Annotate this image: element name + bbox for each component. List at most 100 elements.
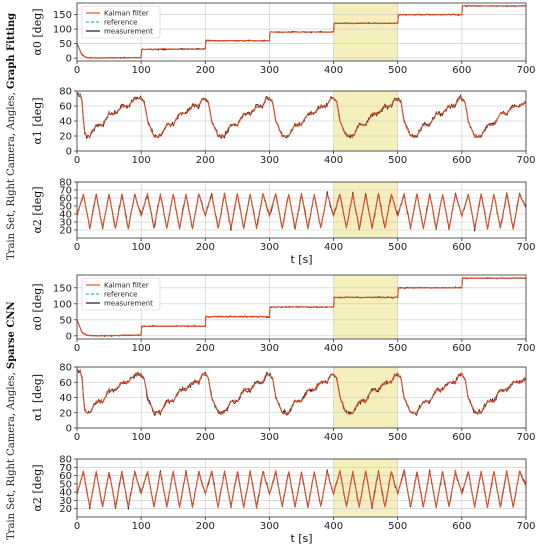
x-tick-label: 100	[132, 242, 151, 253]
highlight-band	[333, 459, 398, 517]
x-tick-label: 600	[452, 65, 471, 76]
x-tick-label: 700	[516, 65, 535, 76]
y-tick-label: 40	[59, 117, 72, 128]
x-tick-label: 200	[196, 65, 215, 76]
y-axis-label: α2 [deg]	[31, 464, 44, 511]
y-tick-label: 70	[59, 463, 72, 474]
series-line-kalman-filter	[77, 93, 526, 139]
y-tick-label: 80	[59, 87, 72, 98]
legend-label-measurement: measurement	[104, 28, 153, 36]
x-tick-label: 400	[324, 155, 343, 166]
x-tick-label: 400	[324, 65, 343, 76]
highlight-band	[333, 3, 398, 61]
y-tick-label: 50	[59, 479, 72, 490]
legend-box	[81, 277, 161, 311]
y-axis-label: α0 [deg]	[31, 283, 44, 330]
y-tick-label: 0	[66, 147, 72, 158]
x-tick-label: 200	[196, 343, 215, 354]
x-tick-label: 700	[516, 155, 535, 166]
highlight-band	[333, 275, 398, 339]
y-axis-label: α1 [deg]	[31, 97, 44, 144]
series-line-kalman-filter	[77, 277, 526, 337]
x-tick-label: 600	[452, 242, 471, 253]
x-tick-label: 500	[388, 432, 407, 443]
x-tick-label: 100	[132, 155, 151, 166]
side-label-method: Sparse CNN	[6, 301, 17, 369]
legend-label-kalman: Kalman filter	[104, 10, 149, 18]
chart-panel-5: 0 100 200 300 400 500 600 700 0 20 40 60 80 α1 [deg]	[31, 363, 536, 444]
legend-label-measurement: measurement	[104, 300, 153, 308]
legend-label-reference: reference	[104, 291, 137, 299]
y-tick-label: 50	[59, 315, 72, 326]
plot-frame	[76, 2, 527, 62]
chart-panel-4: 0 100 200 300 400 500 600 700 0 50 100 150 α0 [deg] K…	[31, 274, 536, 354]
x-tick-label: 400	[324, 343, 343, 354]
y-tick-label: 80	[59, 178, 72, 189]
y-tick-label: 100	[53, 299, 72, 310]
x-tick-label: 100	[132, 521, 151, 532]
x-tick-label: 400	[324, 242, 343, 253]
x-tick-label: 400	[324, 521, 343, 532]
y-tick-label: 80	[59, 363, 72, 374]
x-tick-label: 300	[260, 65, 279, 76]
y-tick-label: 40	[59, 210, 72, 221]
series-line-kalman-filter	[77, 192, 526, 230]
x-tick-label: 500	[388, 155, 407, 166]
y-tick-label: 30	[59, 496, 72, 507]
y-tick-label: 70	[59, 186, 72, 197]
x-tick-label: 600	[452, 432, 471, 443]
y-tick-label: 0	[66, 424, 72, 435]
y-tick-label: 50	[59, 39, 72, 50]
y-tick-label: 100	[53, 25, 72, 36]
x-tick-label: 400	[324, 432, 343, 443]
y-tick-label: 20	[59, 132, 72, 143]
y-tick-label: 60	[59, 194, 72, 205]
side-label-prefix: Train Set, Right Camera, Angles,	[6, 89, 17, 260]
highlight-band	[333, 182, 398, 238]
y-axis-label: α2 [deg]	[31, 186, 44, 233]
x-tick-label: 0	[74, 521, 80, 532]
x-tick-label: 300	[260, 343, 279, 354]
x-tick-label: 0	[74, 343, 80, 354]
x-tick-label: 500	[388, 343, 407, 354]
x-tick-label: 300	[260, 242, 279, 253]
side-label-method: Graph Fitting	[6, 13, 17, 89]
series-line-reference	[77, 370, 526, 414]
chart-panel-2: 0 100 200 300 400 500 600 700 0 20 40 60 80 α1 [deg]	[31, 87, 536, 167]
side-labels: Train Set, Right Camera, Angles, Graph F…	[6, 13, 17, 540]
x-tick-label: 700	[516, 242, 535, 253]
x-tick-label: 700	[516, 343, 535, 354]
x-tick-label: 700	[516, 521, 535, 532]
y-tick-label: 60	[59, 378, 72, 389]
x-tick-label: 200	[196, 242, 215, 253]
y-tick-label: 0	[66, 331, 72, 342]
plot-frame	[76, 458, 527, 518]
y-tick-label: 40	[59, 393, 72, 404]
plot-frame	[76, 181, 527, 239]
y-tick-label: 80	[59, 455, 72, 466]
x-tick-label: 600	[452, 155, 471, 166]
x-tick-label: 0	[74, 65, 80, 76]
y-tick-label: 40	[59, 488, 72, 499]
y-tick-label: 60	[59, 102, 72, 113]
x-tick-label: 100	[132, 343, 151, 354]
y-tick-label: 0	[66, 54, 72, 65]
x-tick-label: 0	[74, 432, 80, 443]
x-tick-label: 500	[388, 65, 407, 76]
y-tick-label: 150	[53, 10, 72, 21]
y-tick-label: 20	[59, 226, 72, 237]
legend-box	[81, 5, 161, 39]
y-tick-label: 20	[59, 408, 72, 419]
x-axis-label: t [s]	[290, 253, 312, 266]
series-line-kalman-filter	[77, 469, 526, 509]
series-line-reference	[77, 469, 526, 508]
x-tick-label: 700	[516, 432, 535, 443]
side-label-sparse-cnn: Train Set, Right Camera, Angles, Sparse …	[6, 301, 17, 540]
x-tick-label: 300	[260, 521, 279, 532]
x-tick-label: 500	[388, 242, 407, 253]
